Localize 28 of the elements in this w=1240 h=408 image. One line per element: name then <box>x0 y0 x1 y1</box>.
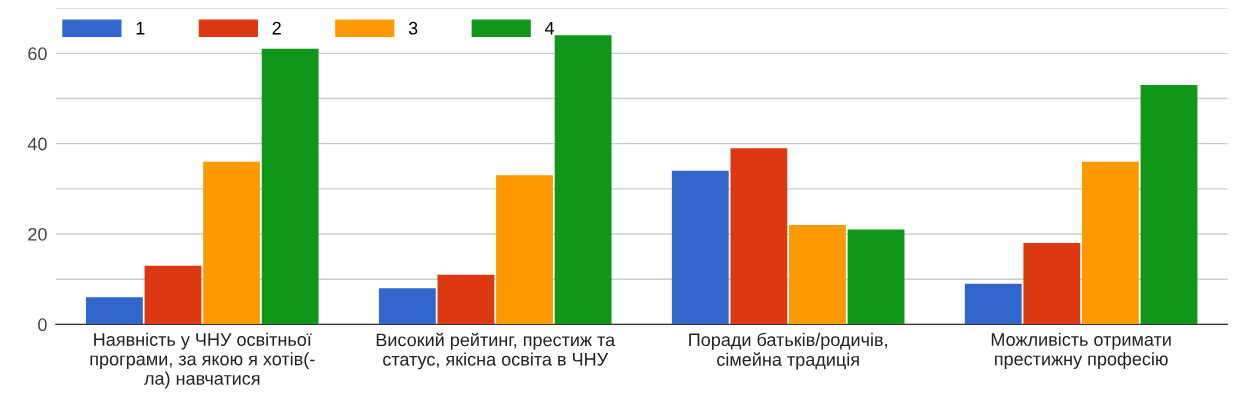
legend-label: 3 <box>408 21 418 35</box>
legend-label: 4 <box>544 21 555 35</box>
bar <box>730 148 788 325</box>
x-tick-label: Наявність у ЧНУ освітньої програми, за якою я хотів(- ла) навчатися <box>90 332 315 389</box>
y-tick-label: 40 <box>27 137 47 151</box>
bar <box>1140 84 1198 325</box>
x-tick-label: Високий рейтинг, престиж та статус, якісна освіта в ЧНУ <box>376 332 616 370</box>
bar <box>554 35 612 325</box>
legend-label: 1 <box>136 21 145 35</box>
y-tick-label: 60 <box>28 47 47 61</box>
y-tick-label: 20 <box>28 227 47 241</box>
bar <box>203 161 260 325</box>
x-tick-label: Можливість отримати престижну професію <box>991 332 1171 369</box>
y-tick-label: 0 <box>38 318 47 332</box>
bar <box>964 283 1022 325</box>
bar <box>789 224 846 325</box>
bar <box>496 175 553 325</box>
bar <box>261 48 319 325</box>
bar <box>1082 161 1139 325</box>
bar <box>437 274 495 325</box>
legend-label: 2 <box>272 21 281 35</box>
bar <box>1023 243 1081 325</box>
x-tick-label: Поради батьків/родичів, сімейна традиція <box>689 332 887 370</box>
bar <box>144 265 202 325</box>
bar <box>847 229 905 325</box>
bar <box>671 170 729 325</box>
bar <box>378 288 436 325</box>
bar <box>85 297 143 325</box>
